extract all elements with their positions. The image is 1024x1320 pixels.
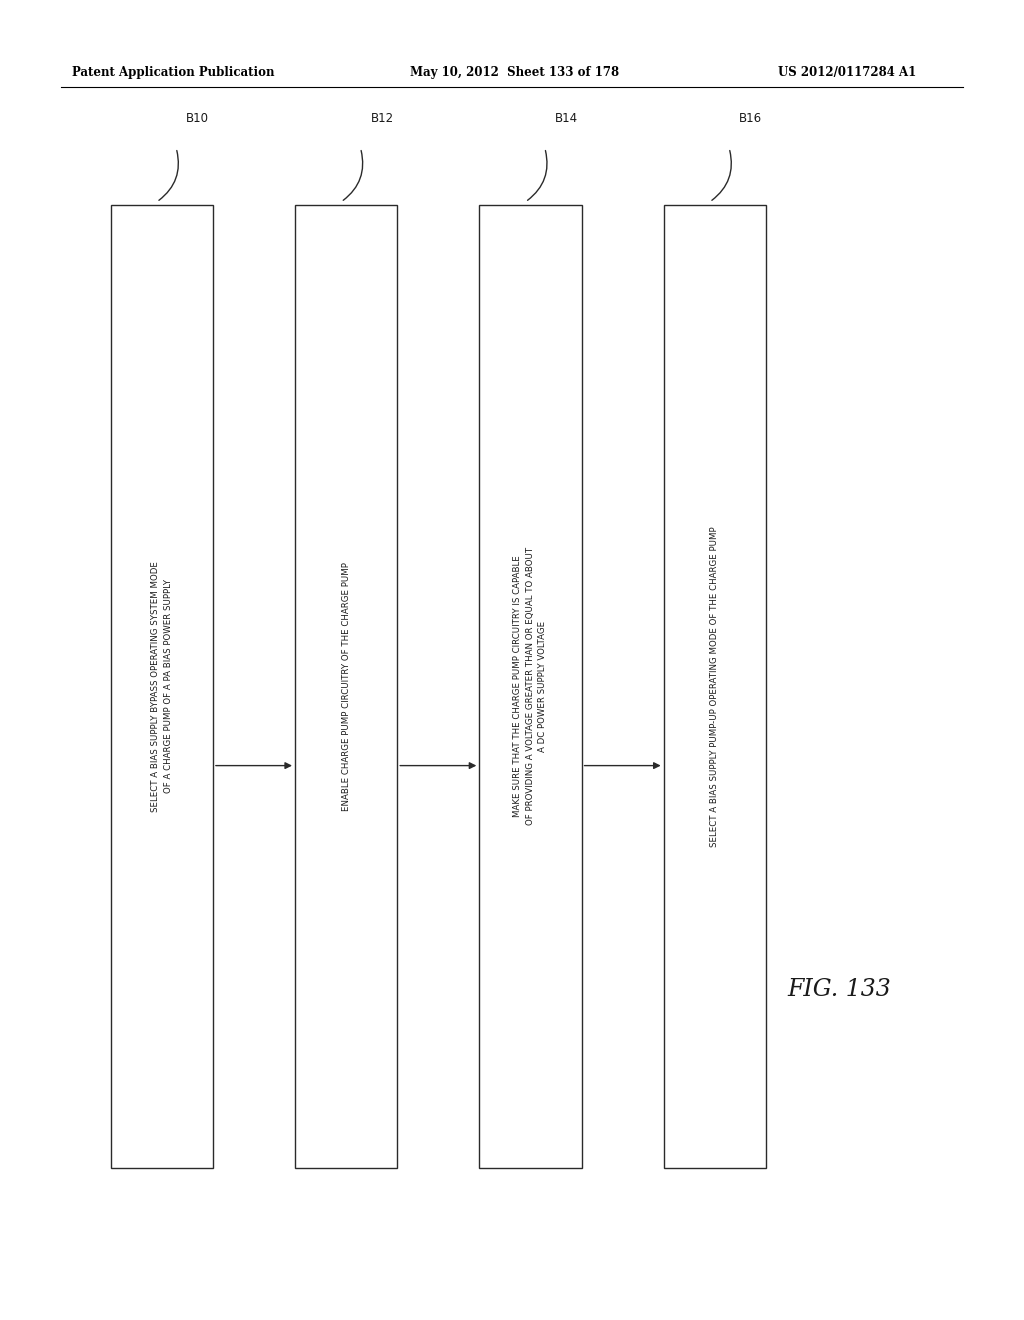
Text: B12: B12	[371, 112, 394, 125]
Text: B16: B16	[739, 112, 763, 125]
Bar	[111, 205, 213, 1168]
Text: SELECT A BIAS SUPPLY PUMP-UP OPERATING MODE OF THE CHARGE PUMP: SELECT A BIAS SUPPLY PUMP-UP OPERATING M…	[711, 527, 719, 846]
Text: FIG. 133: FIG. 133	[787, 978, 892, 1002]
Text: SELECT A BIAS SUPPLY BYPASS OPERATING SYSTEM MODE
OF A CHARGE PUMP OF A PA BIAS : SELECT A BIAS SUPPLY BYPASS OPERATING SY…	[152, 561, 172, 812]
Text: ENABLE CHARGE PUMP CIRCUITRY OF THE CHARGE PUMP: ENABLE CHARGE PUMP CIRCUITRY OF THE CHAR…	[342, 562, 350, 810]
Bar	[479, 205, 582, 1168]
Bar	[295, 205, 397, 1168]
Bar	[664, 205, 766, 1168]
Text: US 2012/0117284 A1: US 2012/0117284 A1	[778, 66, 916, 79]
Text: B14: B14	[555, 112, 579, 125]
Text: May 10, 2012  Sheet 133 of 178: May 10, 2012 Sheet 133 of 178	[410, 66, 618, 79]
Text: Patent Application Publication: Patent Application Publication	[72, 66, 274, 79]
Text: B10: B10	[186, 112, 209, 125]
Text: MAKE SURE THAT THE CHARGE PUMP CIRCUITRY IS CAPABLE
OF PROVIDING A VOLTAGE GREAT: MAKE SURE THAT THE CHARGE PUMP CIRCUITRY…	[513, 548, 548, 825]
